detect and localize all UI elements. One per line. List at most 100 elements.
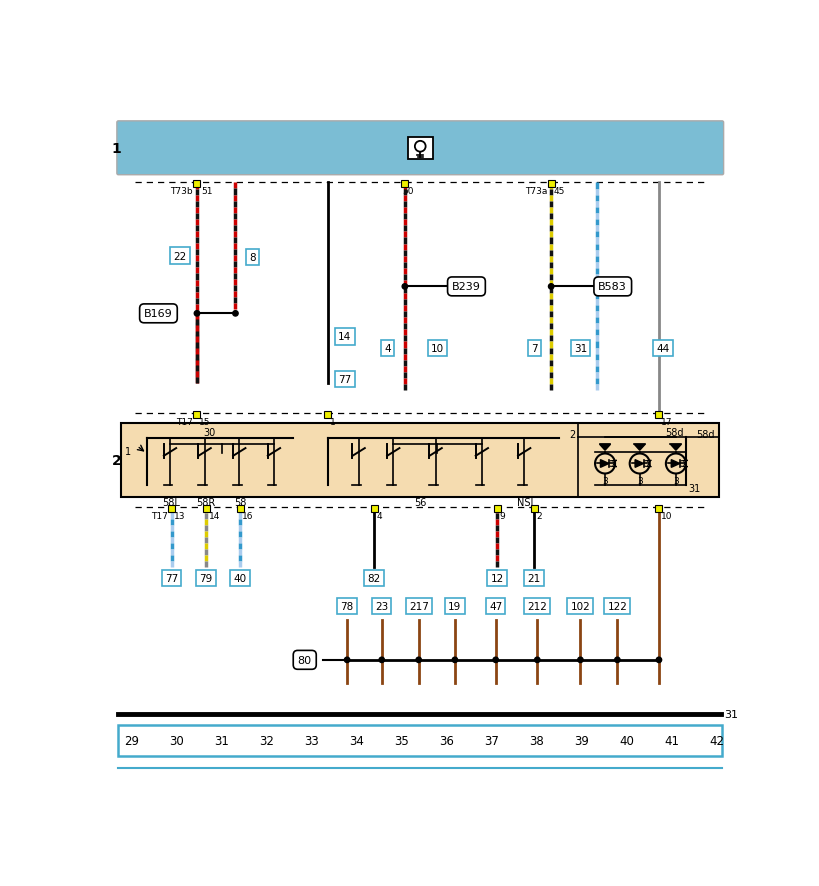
Text: 21: 21 (527, 573, 541, 584)
Text: 10: 10 (660, 511, 672, 521)
Text: 31: 31 (573, 344, 586, 354)
FancyBboxPatch shape (193, 181, 200, 188)
Text: 78: 78 (340, 602, 353, 611)
FancyBboxPatch shape (530, 505, 537, 512)
Text: 2: 2 (569, 430, 575, 439)
Polygon shape (670, 445, 681, 451)
Circle shape (534, 657, 540, 663)
Text: 4: 4 (376, 511, 382, 521)
Text: 31: 31 (687, 483, 699, 494)
Text: 17: 17 (660, 418, 672, 427)
Text: 47: 47 (488, 602, 502, 611)
Text: 35: 35 (394, 734, 409, 748)
FancyBboxPatch shape (400, 181, 408, 188)
FancyBboxPatch shape (118, 726, 722, 757)
Text: 37: 37 (483, 734, 499, 748)
Text: 39: 39 (573, 734, 588, 748)
Text: 38: 38 (528, 734, 543, 748)
Text: 51: 51 (201, 187, 212, 196)
Circle shape (415, 657, 421, 663)
Text: 56: 56 (414, 498, 426, 508)
Text: 19: 19 (448, 602, 461, 611)
Circle shape (614, 657, 619, 663)
Circle shape (492, 657, 498, 663)
FancyBboxPatch shape (121, 424, 718, 497)
FancyBboxPatch shape (168, 505, 174, 512)
Circle shape (655, 657, 661, 663)
Text: 3: 3 (636, 477, 642, 486)
Text: 10: 10 (430, 344, 443, 354)
Circle shape (378, 657, 384, 663)
Text: 212: 212 (527, 602, 546, 611)
Circle shape (194, 311, 199, 316)
Text: 14: 14 (337, 332, 351, 342)
Text: 32: 32 (259, 734, 274, 748)
Text: 15: 15 (199, 418, 210, 427)
Text: 23: 23 (374, 602, 388, 611)
Text: 58d: 58d (664, 428, 683, 438)
Text: 44: 44 (655, 344, 668, 354)
Text: 1: 1 (124, 447, 130, 456)
Text: 41: 41 (663, 734, 678, 748)
Text: 58: 58 (233, 498, 246, 508)
Text: T17: T17 (176, 418, 192, 427)
Text: 42: 42 (708, 734, 723, 748)
Text: T73a: T73a (524, 187, 546, 196)
Text: 2: 2 (536, 511, 541, 521)
Text: NSL: NSL (516, 498, 536, 508)
Circle shape (344, 657, 350, 663)
Polygon shape (634, 460, 643, 468)
Text: 29: 29 (124, 734, 139, 748)
Text: 1: 1 (330, 418, 336, 427)
Text: 31: 31 (723, 709, 737, 719)
Text: 3: 3 (672, 477, 678, 486)
Text: 33: 33 (304, 734, 319, 748)
Text: 2: 2 (111, 453, 121, 467)
Text: 8: 8 (249, 253, 256, 263)
FancyBboxPatch shape (193, 411, 200, 418)
Text: 31: 31 (214, 734, 229, 748)
Circle shape (577, 657, 582, 663)
Polygon shape (599, 445, 609, 451)
Text: 13: 13 (174, 511, 185, 521)
FancyBboxPatch shape (547, 181, 554, 188)
Text: 34: 34 (349, 734, 364, 748)
Text: 102: 102 (570, 602, 590, 611)
Text: 14: 14 (208, 511, 219, 521)
Text: 58d: 58d (696, 430, 714, 439)
Text: 30: 30 (169, 734, 183, 748)
FancyBboxPatch shape (654, 505, 662, 512)
FancyBboxPatch shape (237, 505, 243, 512)
Text: 9: 9 (499, 511, 505, 521)
Polygon shape (600, 460, 609, 468)
FancyBboxPatch shape (370, 505, 377, 512)
Text: 77: 77 (337, 375, 351, 385)
Text: B239: B239 (451, 282, 480, 292)
Text: T73b: T73b (170, 187, 192, 196)
FancyBboxPatch shape (654, 411, 662, 418)
Polygon shape (671, 460, 679, 468)
Text: 80: 80 (297, 655, 311, 665)
Circle shape (548, 284, 553, 290)
Text: 12: 12 (490, 573, 503, 584)
FancyBboxPatch shape (493, 505, 500, 512)
Text: 77: 77 (165, 573, 178, 584)
Text: B583: B583 (598, 282, 627, 292)
Text: 22: 22 (173, 252, 187, 261)
Text: 7: 7 (530, 344, 537, 354)
Text: 58R: 58R (197, 498, 215, 508)
Text: 40: 40 (618, 734, 633, 748)
Text: 16: 16 (242, 511, 254, 521)
Text: 122: 122 (607, 602, 627, 611)
Text: 79: 79 (199, 573, 213, 584)
Text: 217: 217 (409, 602, 428, 611)
Text: 36: 36 (439, 734, 454, 748)
Polygon shape (634, 445, 645, 451)
Text: 30: 30 (203, 428, 215, 438)
Text: 50: 50 (402, 187, 414, 196)
Circle shape (401, 284, 407, 290)
Text: B169: B169 (144, 309, 173, 319)
FancyBboxPatch shape (117, 121, 722, 175)
Text: 58L: 58L (162, 498, 180, 508)
Circle shape (451, 657, 457, 663)
